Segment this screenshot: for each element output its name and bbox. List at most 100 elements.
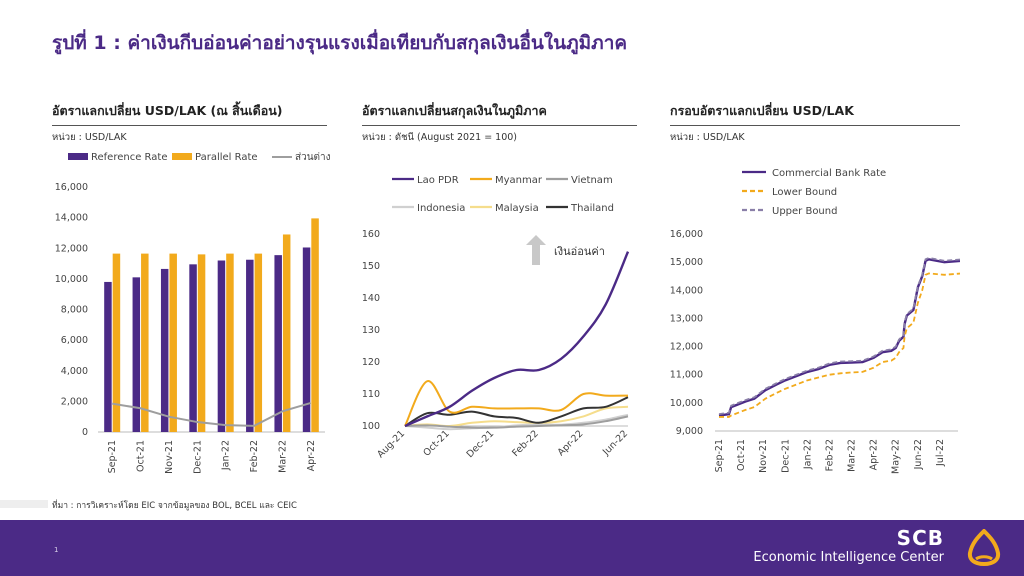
chart2-legend-label: Vietnam xyxy=(571,175,613,186)
chart3-xtick-label: Oct-21 xyxy=(736,439,747,471)
chart2-xtick-label: Apr-22 xyxy=(556,428,586,458)
page-number: 1 xyxy=(54,546,59,554)
chart1-bar xyxy=(141,253,149,432)
chart2-title: อัตราแลกเปลี่ยนสกุลเงินในภูมิภาค xyxy=(362,103,547,118)
chart1-bar xyxy=(104,281,112,432)
chart1-legend-label: ส่วนต่าง xyxy=(295,152,330,163)
chart3-xtick-label: Dec-21 xyxy=(780,439,791,473)
chart1-xtick-label: Feb-22 xyxy=(249,440,260,472)
chart2-xtick-label: Oct-21 xyxy=(421,428,451,458)
chart3-legend-label: Upper Bound xyxy=(772,206,837,217)
chart1-ytick-label: 16,000 xyxy=(55,182,88,193)
chart3-ytick-label: 15,000 xyxy=(670,257,703,268)
chart1-bar xyxy=(169,253,177,432)
chart3-series-line xyxy=(719,272,960,418)
chart1-bar xyxy=(274,255,282,432)
chart2-legend-label: Malaysia xyxy=(495,203,539,214)
chart1-legend-label: Parallel Rate xyxy=(195,152,258,163)
chart1-bar xyxy=(197,254,206,432)
chart3-series-line xyxy=(718,256,960,416)
chart1-bar xyxy=(132,277,141,432)
chart2-series-line xyxy=(404,413,629,431)
up-arrow-icon xyxy=(526,235,546,265)
chart1-bar xyxy=(302,247,311,432)
chart1-bar xyxy=(246,259,254,432)
chart1-legend-swatch xyxy=(172,153,192,160)
chart2-ytick-label: 130 xyxy=(362,325,380,336)
brand-name: SCB xyxy=(896,526,944,550)
source-note: ที่มา : การวิเคราะห์โดย EIC จากข้อมูลของ… xyxy=(52,501,297,511)
chart3-ytick-label: 14,000 xyxy=(670,285,703,296)
chart3-legend-label: Commercial Bank Rate xyxy=(772,168,886,179)
chart3-title-rule xyxy=(670,125,960,126)
chart3-xtick-label: Jun-22 xyxy=(913,439,924,470)
chart1-title: อัตราแลกเปลี่ยน USD/LAK (ณ สิ้นเดือน) xyxy=(52,103,283,118)
brand-block: SCB Economic Intelligence Center xyxy=(753,526,944,565)
chart2-title-rule xyxy=(362,125,637,126)
chart1-title-rule xyxy=(52,125,327,126)
chart1-xtick-label: Mar-22 xyxy=(277,440,288,473)
chart3-xtick-label: Apr-22 xyxy=(869,439,880,470)
chart1-bar xyxy=(282,234,291,432)
chart1-xtick-label: Apr-22 xyxy=(306,440,317,471)
chart1-xtick-label: Dec-21 xyxy=(192,440,203,474)
scb-shell-logo-icon xyxy=(967,529,1001,567)
chart1-ytick-label: 0 xyxy=(82,427,88,438)
chart1-bar xyxy=(160,268,169,432)
chart2-legend-label: Indonesia xyxy=(417,203,465,214)
chart3-title: กรอบอัตราแลกเปลี่ยน USD/LAK xyxy=(670,103,854,118)
chart3-ytick-label: 12,000 xyxy=(670,342,703,353)
chart1-bar xyxy=(311,218,319,432)
chart2-xtick-label: Feb-22 xyxy=(510,428,541,459)
chart1-spread-line xyxy=(112,401,312,427)
footer-bar: 1 SCB Economic Intelligence Center xyxy=(0,520,1024,576)
source-marker xyxy=(0,500,48,508)
chart1-ytick-label: 2,000 xyxy=(61,396,88,407)
chart1-ytick-label: 6,000 xyxy=(61,335,88,346)
chart1-bar xyxy=(112,253,121,432)
chart2-unit: หน่วย : ดัชนี (August 2021 = 100) xyxy=(362,132,518,143)
chart1-xtick-label: Sep-21 xyxy=(107,440,118,473)
chart2-ytick-label: 160 xyxy=(362,229,380,240)
chart3-unit: หน่วย : USD/LAK xyxy=(670,132,745,143)
slide-title: รูปที่ 1 : ค่าเงินกีบอ่อนค่าอย่างรุนแรงเ… xyxy=(52,32,628,54)
chart2-xtick-label: Aug-21 xyxy=(375,428,407,460)
chart3-xtick-label: Jan-22 xyxy=(802,439,813,470)
chart1-xtick-label: Nov-21 xyxy=(164,440,175,474)
chart3-svg: Commercial Bank Rate Lower Bound Upper Bou… xyxy=(670,168,960,474)
chart1-unit: หน่วย : USD/LAK xyxy=(52,132,127,143)
chart2-annotation: เงินอ่อนค่า xyxy=(554,245,605,258)
chart2-ytick-label: 110 xyxy=(362,389,380,400)
chart3-xtick-label: Feb-22 xyxy=(824,439,835,471)
chart1-ytick-label: 12,000 xyxy=(55,243,88,254)
chart2-ytick-label: 120 xyxy=(362,357,380,368)
chart2-series-line xyxy=(404,396,629,427)
chart1-bar xyxy=(217,260,226,432)
chart2-ytick-label: 150 xyxy=(362,261,380,272)
chart3-xtick-label: Jul-22 xyxy=(935,439,946,467)
chart2-legend-label: Thailand xyxy=(570,203,614,214)
chart1-bar xyxy=(189,264,197,432)
chart2-legend-label: Lao PDR xyxy=(417,175,459,186)
chart2-series-line xyxy=(404,251,630,428)
chart1-bar xyxy=(254,253,263,432)
chart3-ytick-label: 13,000 xyxy=(670,313,703,324)
chart1-xtick-label: Jan-22 xyxy=(221,440,232,471)
chart2-series-line xyxy=(404,415,629,429)
chart1-ytick-label: 14,000 xyxy=(55,213,88,224)
chart3-xtick-label: May-22 xyxy=(891,439,902,474)
chart2-xtick-label: Dec-21 xyxy=(465,428,497,460)
chart1-legend-label: Reference Rate xyxy=(91,152,167,163)
chart2-svg: Lao PDR Myanmar Vietnam Indonesia Malaysia Th… xyxy=(362,175,630,460)
chart3-xtick-label: Nov-21 xyxy=(758,439,769,473)
brand-subtitle: Economic Intelligence Center xyxy=(753,550,944,565)
chart3-ytick-label: 10,000 xyxy=(670,398,703,409)
chart3-ytick-label: 11,000 xyxy=(670,370,703,381)
chart1-bar xyxy=(226,253,234,432)
chart1-ytick-label: 10,000 xyxy=(55,274,88,285)
chart3-ytick-label: 16,000 xyxy=(670,229,703,240)
chart1-ytick-label: 8,000 xyxy=(61,305,88,316)
chart1-xtick-label: Oct-21 xyxy=(136,440,147,472)
chart2-legend-label: Myanmar xyxy=(495,175,543,186)
chart3-legend-label: Lower Bound xyxy=(772,187,837,198)
